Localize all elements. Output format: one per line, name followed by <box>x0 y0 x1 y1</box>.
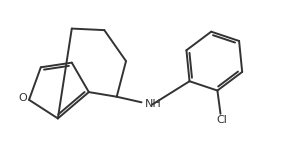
Text: O: O <box>18 93 27 103</box>
Text: Cl: Cl <box>216 115 228 125</box>
Text: NH: NH <box>145 100 161 110</box>
